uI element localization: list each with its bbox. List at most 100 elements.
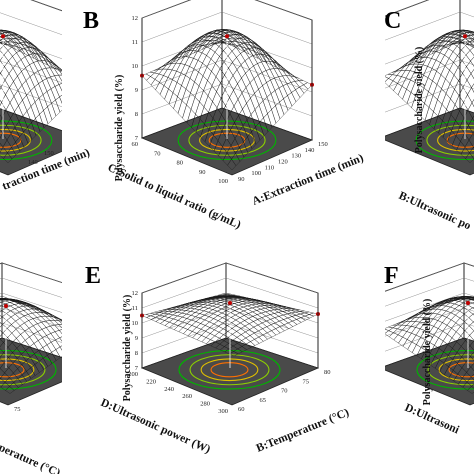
y-tick-label: 240 [164, 386, 174, 393]
surface-cell [426, 50, 436, 59]
panel-a [0, 0, 90, 176]
z-gridline [0, 262, 62, 283]
surface-cell [470, 373, 474, 381]
back-wall [463, 262, 474, 342]
surface-cell [450, 314, 461, 324]
response-surface [141, 292, 319, 357]
x-tick-label: 120 [278, 159, 288, 166]
contour-line [0, 362, 25, 378]
surface-cell [215, 56, 225, 70]
surface-cell [461, 54, 471, 67]
surface-cell [411, 327, 421, 336]
surface-cell [0, 42, 4, 50]
surface-cell [465, 152, 474, 164]
surface-cell [216, 305, 227, 309]
design-point [86, 83, 90, 87]
surface-cell [3, 41, 13, 51]
z-gridline [31, 0, 62, 11]
surface-cell [0, 338, 4, 348]
x-axis-label-c: B:Ultrasonic po [397, 190, 473, 233]
x-tick-label: 110 [265, 164, 275, 171]
surface-cell [0, 42, 4, 44]
surface-cell [209, 323, 219, 331]
surface-cell [249, 332, 260, 340]
surface-cell [0, 315, 3, 320]
surface-cell [454, 80, 464, 96]
surface-cell [42, 335, 52, 346]
surface-cell [216, 82, 226, 99]
surface-cell [294, 80, 304, 88]
surface-cell [203, 95, 213, 113]
z-tick-label: 10 [370, 63, 377, 70]
z-gridline [141, 59, 313, 93]
surface-cell [12, 63, 22, 77]
surface-cell [469, 299, 474, 301]
z-tick-label: 9 [373, 335, 376, 342]
surface-cell [449, 61, 459, 76]
surface-cell [283, 95, 293, 111]
y-tick-label: 100 [218, 178, 228, 185]
surface-cell [470, 362, 474, 372]
surface-cell [236, 328, 246, 335]
surface-cell [58, 74, 62, 82]
surface-cell [207, 85, 217, 102]
surface-cell [238, 306, 249, 312]
center-point [228, 301, 232, 305]
center-point [4, 304, 8, 308]
surface-cell [0, 30, 3, 32]
surface-cell [0, 309, 3, 313]
surface-cell [469, 330, 474, 341]
surface-cell [20, 330, 30, 341]
z-gridline [0, 322, 62, 343]
z-gridline [0, 84, 62, 107]
surface-cell [469, 146, 474, 160]
surface-cell [470, 351, 474, 361]
surface-cell [214, 331, 224, 339]
surface-cell [401, 77, 411, 90]
surface-cell [57, 318, 62, 322]
surface-cell [81, 330, 90, 334]
surface-cell [210, 42, 220, 53]
surface-cell [6, 316, 16, 325]
x-tick-label: 75 [303, 378, 310, 385]
surface-cell [81, 334, 90, 340]
surface-cell [0, 66, 10, 81]
z-axis-label-c: Polysaccharide yield (%) [414, 47, 425, 154]
y-axis-label-b: C:Solid to liquid ratio (g/mL) [106, 162, 243, 232]
surface-cell [43, 106, 53, 125]
surface-cell [80, 83, 89, 89]
contour-line [416, 349, 474, 390]
z-gridline [0, 36, 62, 59]
surface-cell [447, 327, 457, 339]
surface-cell [4, 35, 14, 39]
surface-cell [250, 339, 260, 346]
surface-cell [245, 335, 255, 342]
surface-cell [253, 74, 263, 90]
z-tick-label: 11 [132, 305, 138, 312]
surface-cell [211, 63, 221, 78]
surface-cell [471, 297, 474, 299]
x-tick-label: 90 [238, 176, 245, 183]
surface-cell [68, 340, 77, 349]
surface-cell [37, 69, 47, 82]
z-gridline [385, 322, 474, 352]
x-tick-label: 65 [260, 397, 267, 404]
surface-cell [277, 68, 287, 77]
surface-cell [223, 331, 233, 338]
contour-line [0, 358, 35, 382]
z-gridline [141, 262, 319, 294]
z-gridline [385, 0, 429, 17]
surface-cell [263, 51, 273, 61]
surface-cell [245, 329, 255, 336]
surface-cell [237, 92, 247, 110]
surface-cell [469, 298, 474, 300]
surface-cell [0, 32, 3, 35]
surface-cell [238, 303, 249, 308]
surface-cell [0, 129, 3, 139]
x-axis-label-d: perature (°C) [0, 442, 62, 474]
z-gridline [141, 0, 313, 21]
x-tick-label: 70 [281, 388, 288, 395]
contour-line [178, 349, 281, 390]
surface-cell [71, 325, 80, 328]
